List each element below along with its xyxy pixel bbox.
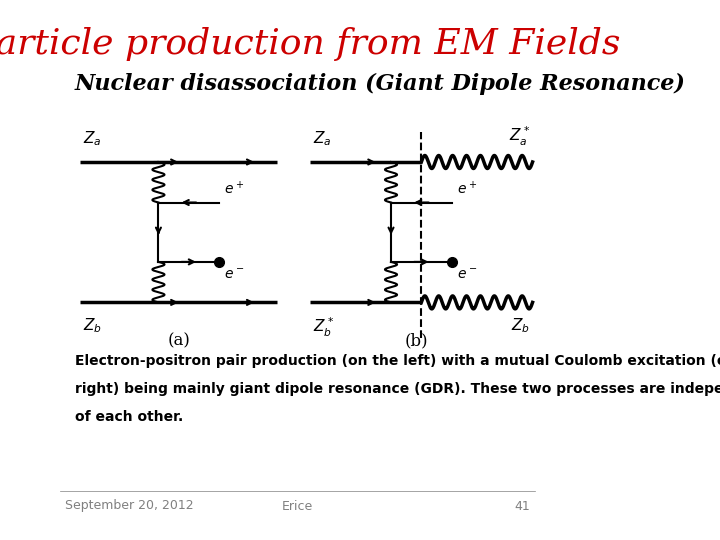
Text: $Z_a^*$: $Z_a^*$: [509, 125, 530, 148]
Text: $Z_a$: $Z_a$: [312, 130, 331, 148]
Text: $e^+$: $e^+$: [456, 180, 477, 197]
Text: $e^-$: $e^-$: [456, 267, 477, 281]
Text: 41: 41: [514, 500, 530, 512]
Text: Nuclear disassociation (Giant Dipole Resonance): Nuclear disassociation (Giant Dipole Res…: [75, 73, 686, 95]
Text: right) being mainly giant dipole resonance (GDR). These two processes are indepe: right) being mainly giant dipole resonan…: [75, 382, 720, 396]
Text: Erice: Erice: [282, 500, 313, 512]
Text: Electron-positron pair production (on the left) with a mutual Coulomb excitation: Electron-positron pair production (on th…: [75, 354, 720, 368]
Text: $Z_b^*$: $Z_b^*$: [312, 316, 333, 339]
Text: $Z_b$: $Z_b$: [83, 316, 102, 335]
Text: $Z_a$: $Z_a$: [83, 130, 102, 148]
Text: $Z_b$: $Z_b$: [511, 316, 530, 335]
Text: (b): (b): [405, 332, 428, 349]
Text: $e^-$: $e^-$: [224, 267, 244, 281]
Text: (a): (a): [167, 332, 190, 349]
Text: September 20, 2012: September 20, 2012: [65, 500, 194, 512]
Text: Particle production from EM Fields: Particle production from EM Fields: [0, 27, 621, 61]
Text: $e^+$: $e^+$: [224, 180, 244, 197]
Text: of each other.: of each other.: [75, 410, 184, 424]
